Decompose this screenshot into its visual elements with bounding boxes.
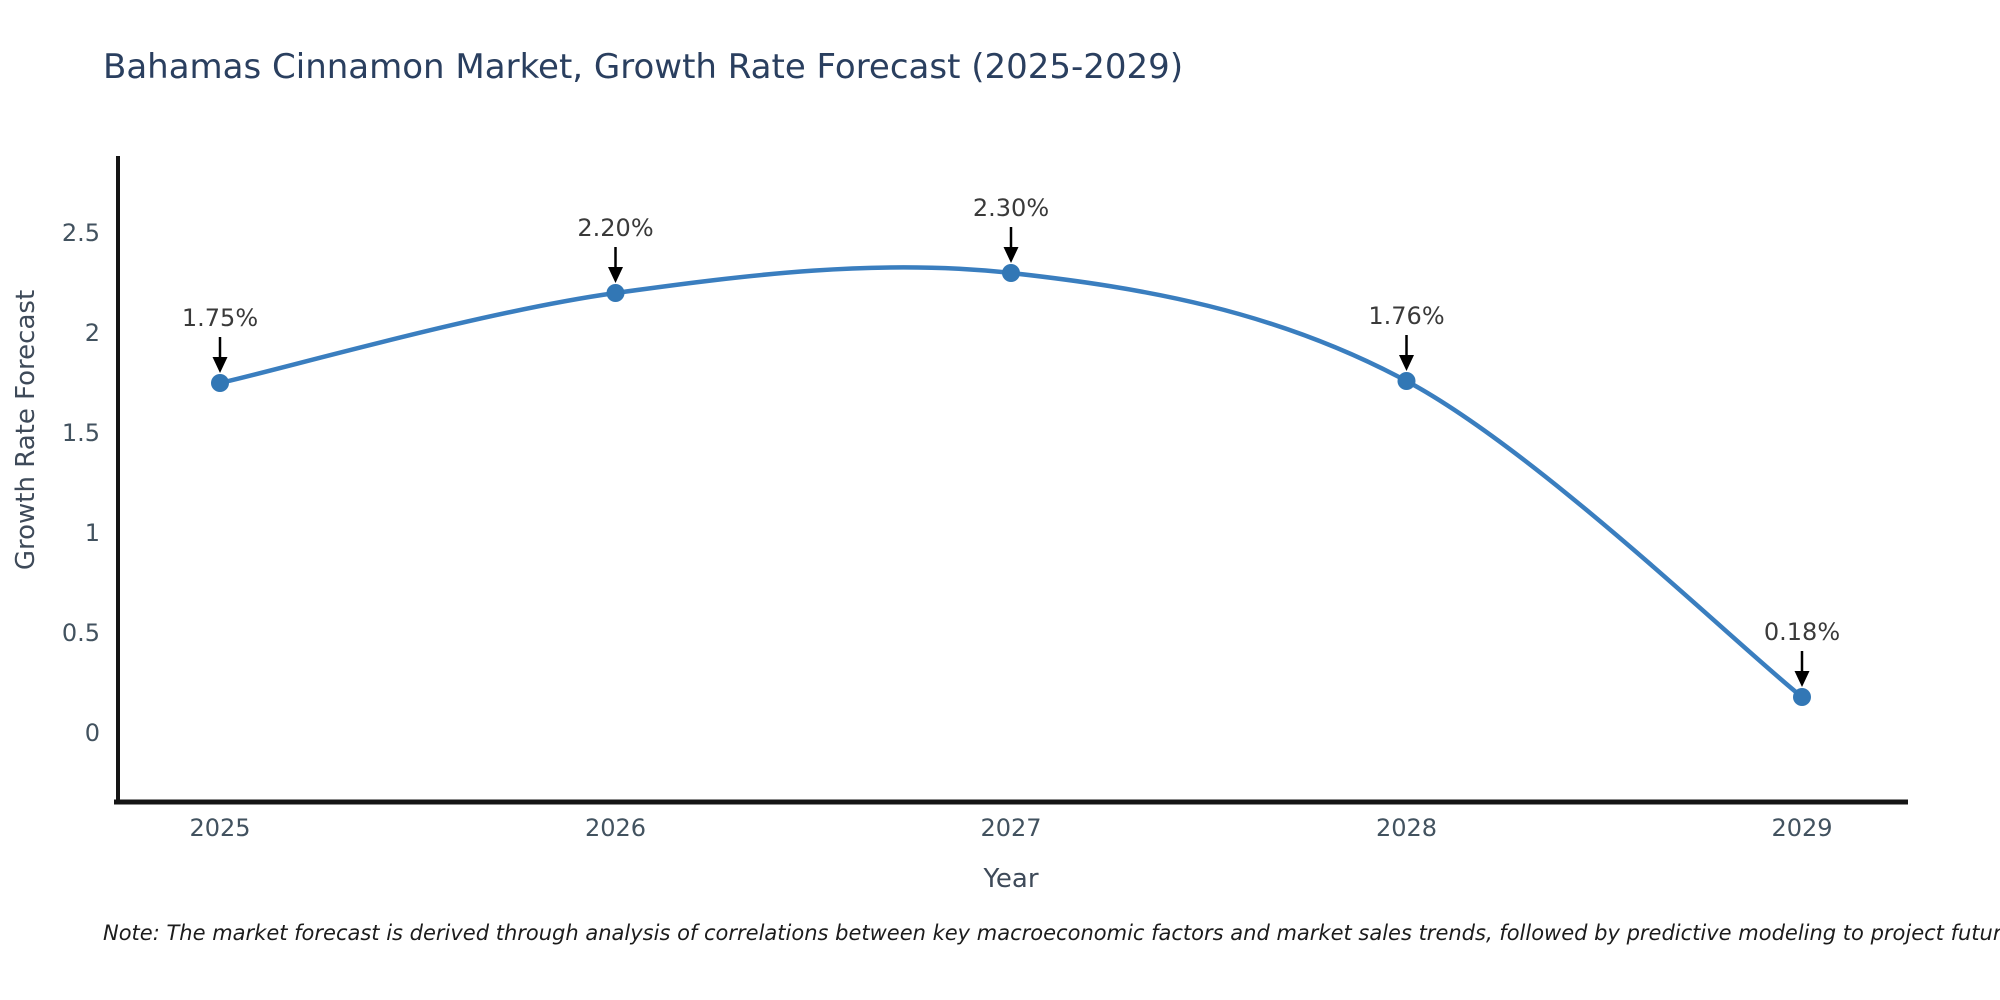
y-tick-label: 1.5 [62, 419, 100, 447]
y-tick-label: 0 [85, 719, 100, 747]
data-point-marker [1397, 372, 1416, 390]
annotation-arrowhead [608, 267, 623, 283]
point-annotations: 1.75% 2.20% 2.30% 1.76% 0.18% [182, 194, 1840, 687]
x-axis-title: Year [982, 864, 1038, 894]
chart-title: Bahamas Cinnamon Market, Growth Rate For… [103, 47, 1183, 87]
annotation-label: 2.20% [577, 214, 653, 242]
x-axis-tick-labels: 2025 2026 2027 2028 2029 [189, 814, 1832, 842]
line-series [211, 264, 1811, 706]
y-tick-label: 2 [85, 319, 100, 347]
data-point-marker [211, 374, 229, 392]
y-tick-label: 0.5 [62, 619, 100, 647]
annotation-label: 1.76% [1368, 302, 1444, 330]
annotation-label: 1.75% [182, 304, 258, 332]
x-tick-label: 2026 [585, 814, 646, 842]
x-tick-label: 2028 [1376, 814, 1437, 842]
y-axis-tick-labels: 0 0.5 1 1.5 2 2.5 [62, 219, 100, 747]
x-tick-label: 2025 [189, 814, 250, 842]
annotation-arrowhead [1003, 247, 1019, 263]
series-line [217, 265, 1805, 700]
y-axis-title: Growth Rate Forecast [11, 290, 41, 570]
data-point-marker [1002, 264, 1020, 282]
y-tick-label: 1 [85, 519, 100, 547]
y-tick-label: 2.5 [62, 219, 100, 247]
data-point-marker [1793, 688, 1811, 706]
footnote: Note: The market forecast is derived thr… [103, 921, 2000, 945]
annotation-arrowhead [1794, 671, 1810, 687]
annotation-label: 2.30% [973, 194, 1049, 222]
x-tick-label: 2029 [1771, 814, 1832, 842]
data-point-marker [606, 284, 625, 302]
annotation-arrowhead [1399, 355, 1414, 371]
x-tick-label: 2027 [980, 814, 1041, 842]
annotation-label: 0.18% [1764, 618, 1840, 646]
annotation-arrowhead [212, 357, 228, 373]
